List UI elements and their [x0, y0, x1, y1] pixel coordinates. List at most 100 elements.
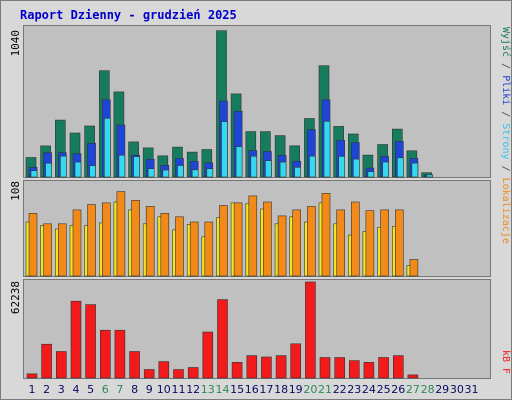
day-label: 17 [259, 383, 273, 396]
hosts-bar-back [28, 213, 38, 277]
visits-bar-inner [89, 165, 96, 178]
hosts-bar-back [292, 209, 302, 277]
hosts-bar-back [160, 213, 170, 277]
kb-bar [246, 355, 258, 379]
kb-bar [305, 281, 316, 379]
day-label: 15 [230, 383, 244, 396]
hosts-bar-back [380, 209, 389, 277]
kb-bar [85, 304, 96, 379]
visits-bar-inner [382, 161, 389, 178]
kb-bar [114, 329, 126, 379]
kb-bar [187, 367, 199, 379]
hosts-bar-back [87, 204, 96, 277]
legend-separator: / [500, 166, 511, 172]
hosts-bar-back [43, 223, 52, 277]
hosts-bar-back [116, 191, 126, 277]
visits-bar-inner [265, 160, 272, 178]
kb-bar [55, 351, 67, 379]
hosts-bar-back [263, 201, 272, 277]
day-label: 2 [43, 383, 50, 396]
right-legend-top: Wyjść / Pliki / Strony / Lokalizacje [500, 27, 512, 244]
visits-bar-inner [162, 169, 170, 178]
legend-kb: kB F [500, 350, 511, 374]
day-label: 1 [29, 383, 36, 396]
visits-bar-inner [309, 155, 316, 178]
day-label: 30 [450, 383, 464, 396]
hosts-bar-back [72, 209, 82, 277]
hosts-bar-back [57, 223, 67, 277]
hosts-bar-back [175, 216, 184, 277]
hosts-bar-back [204, 221, 214, 277]
kb-bar [348, 360, 360, 379]
legend-strony: Strony [500, 123, 511, 159]
kb-bar [363, 361, 375, 379]
hosts-bar-back [409, 259, 419, 277]
hosts-bar-back [277, 215, 287, 277]
kb-bar [378, 357, 389, 379]
legend-separator: / [500, 111, 511, 117]
visits-bar-inner [294, 167, 302, 178]
visits-bar-inner [191, 169, 199, 178]
kb-bar [392, 355, 404, 379]
visits-bar-inner [367, 171, 375, 178]
visits-bar-inner [250, 155, 258, 178]
day-label: 9 [146, 383, 153, 396]
kb-ymax-label: 62238 [9, 281, 22, 314]
hosts-bar-back [394, 209, 404, 277]
hosts-bar-back [131, 200, 140, 277]
day-label: 27 [406, 383, 420, 396]
visits-bar-inner [279, 161, 287, 178]
day-label: 22 [333, 383, 347, 396]
visits-bar-inner [118, 154, 126, 178]
day-labels: 1 2 3 4 5 6 7 8 9 10 11 12 13 14 15 16 17 18 19 20 21 22 23 24 2… [29, 383, 479, 396]
kb-bar [70, 300, 82, 379]
visits-bar-inner [104, 118, 111, 178]
visits-bar-inner [352, 158, 360, 178]
visits-bar-inner [45, 162, 52, 178]
day-label: 5 [87, 383, 94, 396]
hosts-bar-back [145, 206, 155, 277]
kb-bar [319, 357, 331, 379]
day-label: 8 [131, 383, 138, 396]
hosts-bar-back [189, 221, 199, 277]
hosts-bar-back [307, 206, 316, 277]
kb-bar [261, 356, 272, 379]
visits-bar-inner [177, 165, 184, 178]
visits-bar-inner [147, 168, 155, 178]
day-label: 28 [421, 383, 435, 396]
visits-bar-inner [338, 156, 346, 178]
hosts-ymax-label: 108 [9, 181, 22, 201]
day-label: 26 [391, 383, 405, 396]
day-label: 19 [289, 383, 303, 396]
kb-bar [100, 329, 111, 379]
kb-bar [217, 299, 228, 379]
day-label: 6 [102, 383, 109, 396]
hosts-bar-back [248, 195, 258, 277]
day-label: 25 [377, 383, 391, 396]
kb-bar [202, 331, 214, 379]
visits-bar-inner [30, 170, 38, 178]
day-label: 10 [157, 383, 171, 396]
kb-bar [275, 355, 287, 379]
visits-bar-inner [396, 157, 404, 178]
visits-bar-inner [59, 155, 67, 178]
hosts-bar-back [233, 202, 243, 277]
visits-bar-inner [206, 168, 214, 178]
legend-wyjscia: Wyjść [500, 27, 512, 57]
day-label: 29 [435, 383, 449, 396]
day-label: 16 [245, 383, 259, 396]
legend-pliki: Pliki [500, 75, 511, 105]
day-label: 7 [116, 383, 123, 396]
bar-marks [25, 30, 433, 379]
kb-bar [290, 343, 302, 379]
day-label: 20 [303, 383, 317, 396]
chart-title: Raport Dzienny - grudzień 2025 [20, 8, 237, 22]
day-label: 21 [318, 383, 332, 396]
kb-bar [143, 369, 155, 379]
hosts-bar-back [321, 193, 331, 277]
day-label: 23 [347, 383, 361, 396]
visits-bar-inner [133, 156, 140, 178]
kb-bar [41, 343, 52, 379]
kb-bar [334, 357, 346, 379]
